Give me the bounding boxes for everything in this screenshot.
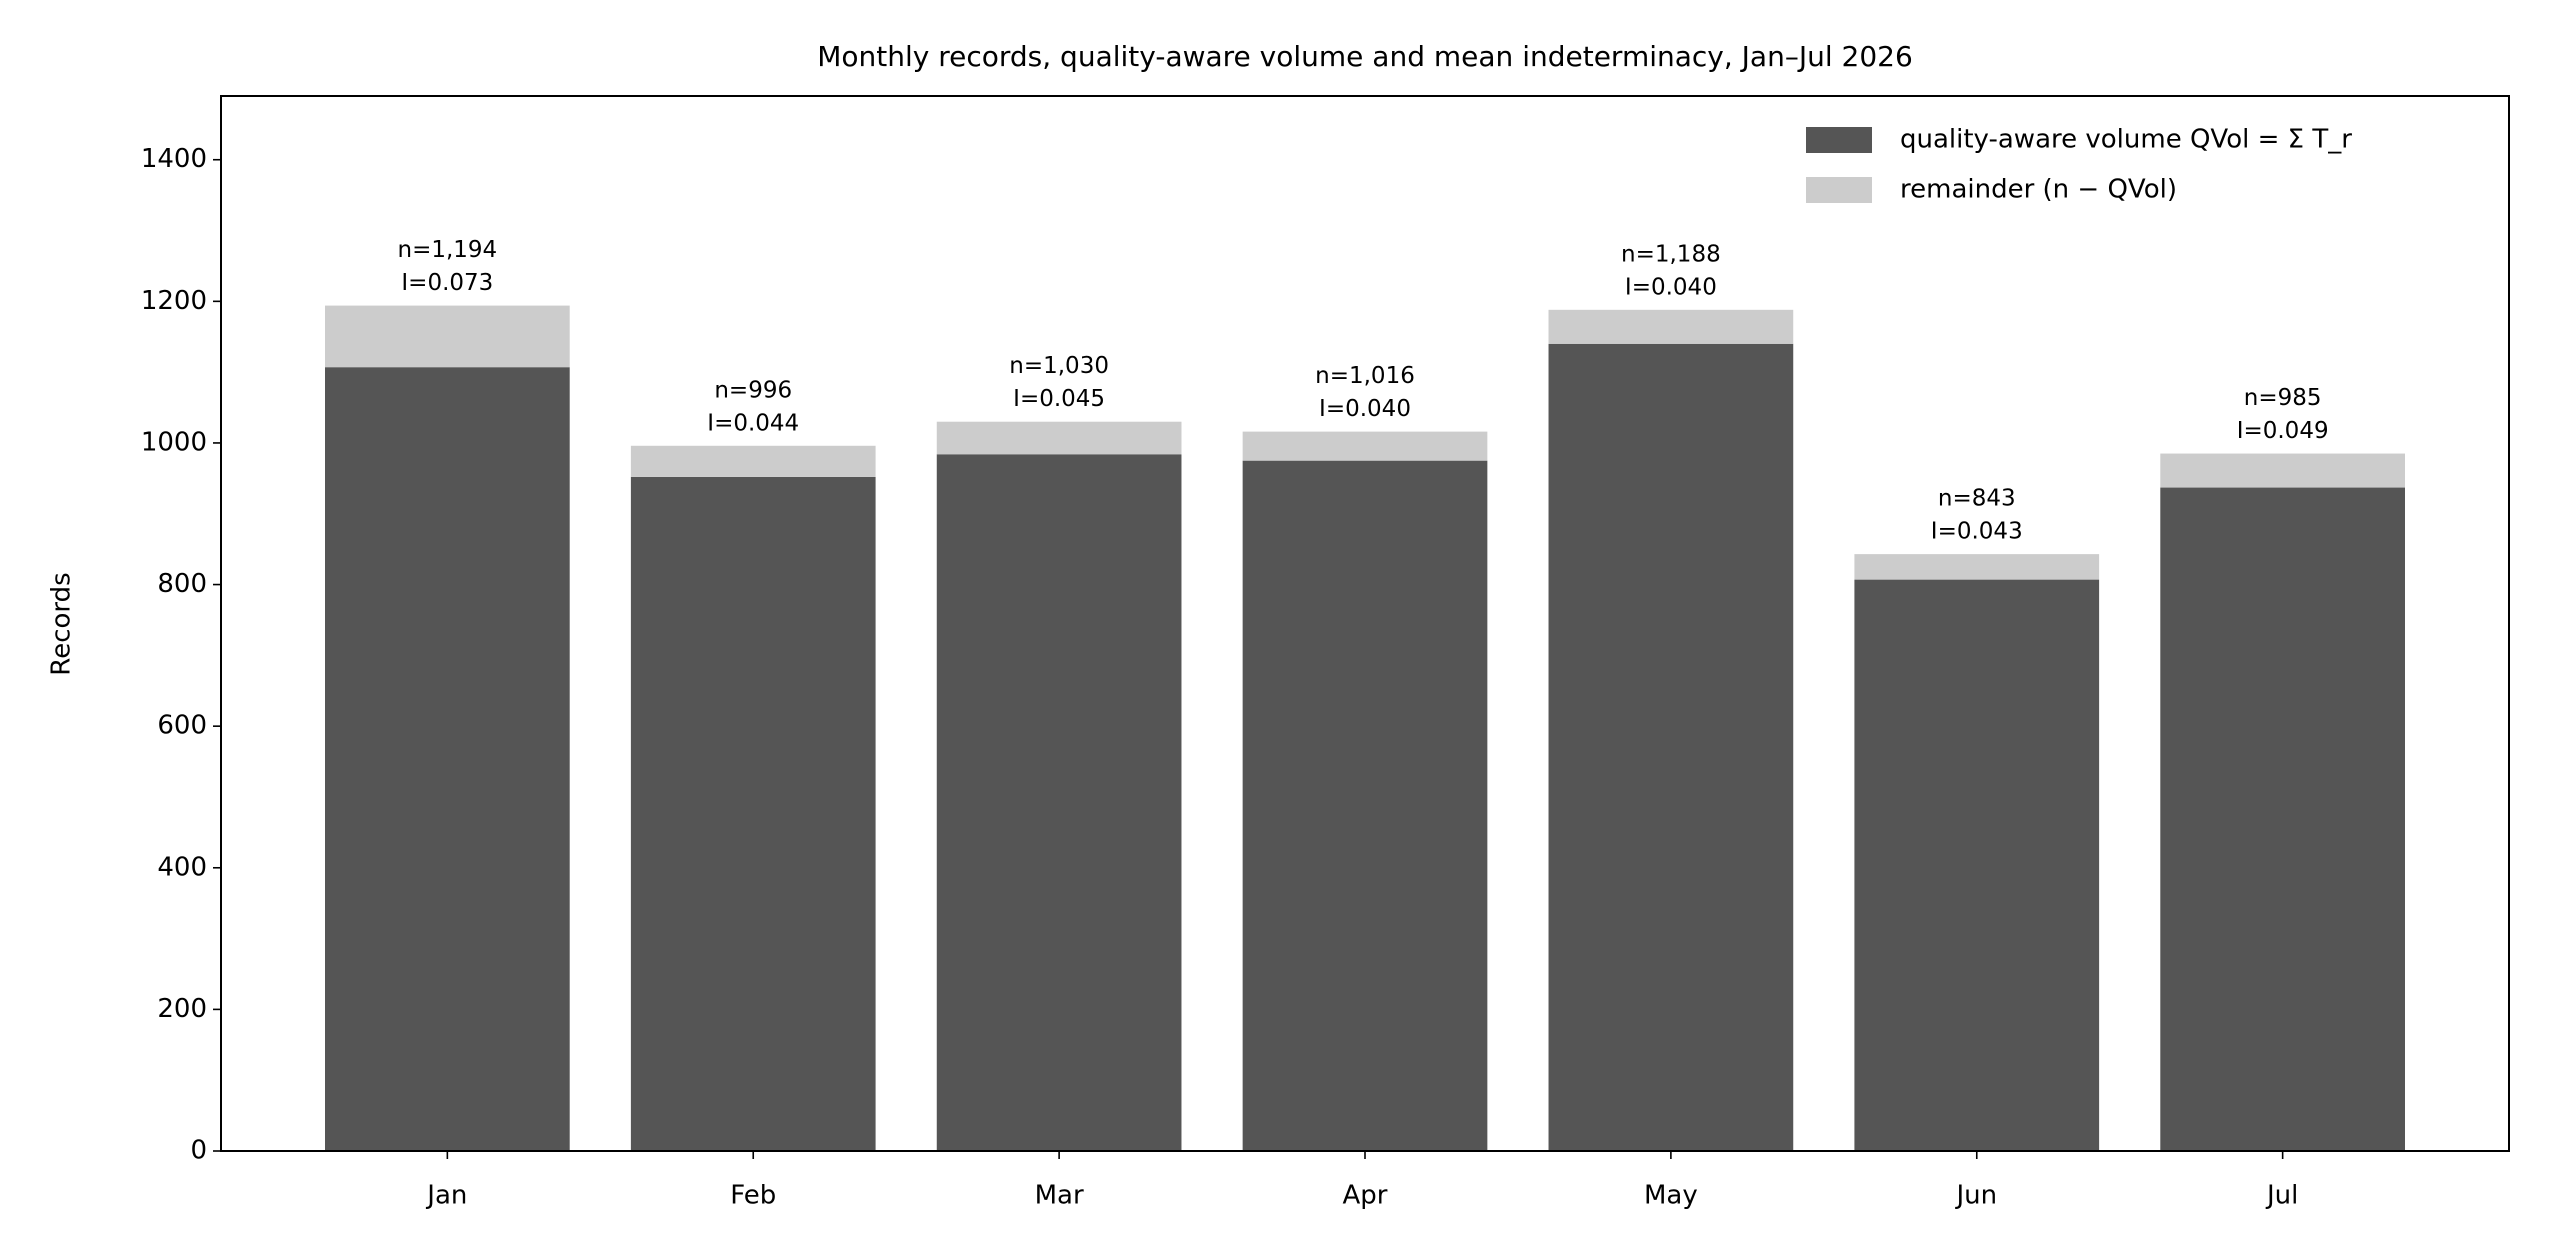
bar-segment (630, 476, 876, 1152)
total-label: n=985 (2244, 385, 2322, 411)
bar-segment (325, 367, 570, 1151)
y-tick-label: 800 (157, 569, 207, 599)
x-tick-label: Mar (1035, 1181, 1084, 1211)
legend-label: quality-aware volume QVol = Σ T_r (1900, 125, 2352, 155)
plot-frame (220, 95, 2510, 1152)
x-tick-label: May (1644, 1181, 1698, 1211)
bar-segment (1548, 343, 1794, 1151)
y-tick-label: 1200 (141, 286, 207, 316)
y-tick-label: 1400 (141, 144, 207, 174)
bar-segment (2160, 453, 2405, 488)
indeterminacy-label: I=0.073 (401, 270, 493, 296)
bar-segment (1854, 579, 2100, 1151)
indeterminacy-label: I=0.049 (2237, 418, 2329, 444)
bar-segment (1242, 460, 1488, 1151)
x-tick-label: Jul (2265, 1181, 2298, 1211)
total-label: n=996 (714, 377, 792, 403)
x-tick-label: Jun (1954, 1181, 1997, 1211)
bar-segment (936, 421, 1182, 455)
bar-segment (1548, 309, 1794, 344)
y-tick-label: 0 (190, 1136, 207, 1166)
bar-segment (630, 445, 876, 477)
indeterminacy-label: I=0.043 (1931, 519, 2023, 545)
y-tick-label: 600 (157, 711, 207, 741)
total-label: n=1,030 (1009, 353, 1109, 379)
indeterminacy-label: I=0.040 (1625, 274, 1717, 300)
y-tick-label: 1000 (141, 427, 207, 457)
bar-segment (1242, 431, 1488, 461)
indeterminacy-label: I=0.045 (1013, 386, 1105, 412)
indeterminacy-label: I=0.040 (1319, 396, 1411, 422)
total-label: n=1,016 (1315, 363, 1415, 389)
y-tick-label: 400 (157, 852, 207, 882)
bar-segment (2160, 487, 2405, 1151)
bar-segment (936, 454, 1182, 1152)
total-label: n=1,194 (398, 237, 498, 263)
bar-segment (1854, 554, 2100, 580)
y-axis-label: Records (47, 572, 77, 675)
total-label: n=843 (1938, 486, 2016, 512)
x-tick-label: Apr (1343, 1181, 1388, 1211)
y-tick-label: 200 (157, 994, 207, 1024)
x-tick-label: Feb (730, 1181, 776, 1211)
chart-title: Monthly records, quality-aware volume an… (817, 40, 1913, 73)
legend-swatch (1806, 177, 1872, 203)
bar-segment (325, 305, 570, 368)
legend-swatch (1806, 127, 1872, 153)
indeterminacy-label: I=0.044 (707, 410, 799, 436)
total-label: n=1,188 (1621, 241, 1721, 267)
legend-label: remainder (n − QVol) (1900, 175, 2177, 205)
x-tick-label: Jan (425, 1181, 467, 1211)
